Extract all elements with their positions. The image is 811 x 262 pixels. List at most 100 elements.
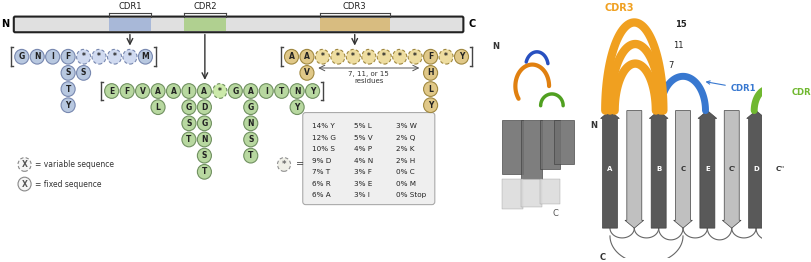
Text: F: F — [66, 52, 71, 61]
Text: 0% C: 0% C — [396, 169, 414, 175]
Text: A: A — [201, 86, 207, 96]
Circle shape — [377, 50, 391, 64]
Circle shape — [197, 148, 211, 163]
Text: N: N — [201, 135, 208, 144]
Text: M: M — [141, 52, 149, 61]
Circle shape — [315, 50, 329, 64]
Circle shape — [212, 84, 226, 98]
Circle shape — [182, 100, 195, 114]
Text: 3% E: 3% E — [354, 181, 372, 187]
Circle shape — [290, 100, 304, 114]
Text: G: G — [201, 119, 208, 128]
Text: I: I — [187, 86, 190, 96]
Text: G: G — [232, 86, 238, 96]
Circle shape — [122, 50, 137, 64]
Text: E: E — [704, 166, 709, 172]
Text: F: F — [124, 86, 130, 96]
Bar — [539, 121, 560, 169]
Text: CDR2: CDR2 — [193, 2, 217, 11]
Text: C: C — [680, 166, 684, 172]
Circle shape — [76, 50, 91, 64]
Circle shape — [423, 98, 437, 113]
Circle shape — [92, 50, 106, 64]
Text: D: D — [201, 103, 208, 112]
Text: X: X — [22, 179, 28, 189]
Text: F: F — [427, 52, 433, 61]
FancyArrow shape — [746, 111, 765, 228]
Circle shape — [393, 50, 406, 64]
Text: *: * — [281, 160, 286, 169]
Text: Y: Y — [310, 86, 315, 96]
Text: S: S — [186, 119, 191, 128]
Text: S: S — [201, 151, 207, 160]
Text: H: H — [427, 68, 433, 77]
Text: 7: 7 — [667, 61, 672, 70]
FancyBboxPatch shape — [14, 17, 463, 32]
Circle shape — [197, 84, 211, 98]
Circle shape — [330, 50, 345, 64]
Circle shape — [182, 116, 195, 131]
Text: D: D — [753, 166, 758, 172]
Text: N: N — [590, 121, 597, 130]
Circle shape — [290, 84, 304, 98]
Text: 4% P: 4% P — [354, 146, 372, 152]
Text: G: G — [19, 52, 25, 61]
Text: CDR3: CDR3 — [342, 2, 366, 11]
Text: 6% R: 6% R — [311, 181, 330, 187]
Circle shape — [182, 132, 195, 147]
Text: 14% Y: 14% Y — [311, 123, 334, 129]
Text: *: * — [351, 52, 355, 61]
Text: Y: Y — [458, 52, 464, 61]
Text: A: A — [170, 86, 176, 96]
Circle shape — [151, 100, 165, 114]
Circle shape — [408, 50, 422, 64]
Circle shape — [61, 50, 75, 64]
Text: 7% T: 7% T — [311, 169, 330, 175]
Text: 9% D: 9% D — [311, 158, 331, 164]
FancyArrow shape — [649, 111, 667, 228]
Text: 2% H: 2% H — [396, 158, 415, 164]
Circle shape — [454, 50, 468, 64]
Circle shape — [274, 84, 289, 98]
Circle shape — [120, 84, 134, 98]
Text: I: I — [51, 52, 54, 61]
Circle shape — [18, 158, 31, 171]
Text: A: A — [288, 52, 294, 61]
Text: C'': C'' — [775, 166, 784, 172]
Text: G: G — [247, 103, 254, 112]
Text: *: * — [128, 52, 131, 61]
Circle shape — [105, 84, 118, 98]
Circle shape — [362, 50, 375, 64]
Text: N: N — [2, 19, 10, 29]
Circle shape — [284, 50, 298, 64]
Circle shape — [61, 98, 75, 113]
Text: A: A — [607, 166, 611, 172]
Text: *: * — [444, 52, 448, 61]
Text: *: * — [320, 52, 324, 61]
Text: A: A — [303, 52, 310, 61]
Text: N: N — [34, 52, 41, 61]
FancyArrow shape — [770, 111, 789, 228]
Text: X: X — [22, 160, 28, 169]
Circle shape — [197, 132, 211, 147]
Circle shape — [243, 148, 257, 163]
Circle shape — [197, 100, 211, 114]
Circle shape — [15, 50, 28, 64]
Bar — [502, 121, 522, 174]
Text: E: E — [109, 86, 114, 96]
Text: T: T — [201, 167, 207, 176]
Text: T: T — [248, 151, 253, 160]
Circle shape — [30, 50, 44, 64]
Circle shape — [182, 84, 195, 98]
Text: Y: Y — [294, 103, 299, 112]
Text: S: S — [81, 68, 86, 77]
Circle shape — [61, 66, 75, 80]
FancyBboxPatch shape — [303, 113, 434, 205]
Text: 12% G: 12% G — [311, 135, 336, 141]
Circle shape — [197, 165, 211, 179]
Text: 2% Q: 2% Q — [396, 135, 415, 141]
Text: *: * — [413, 52, 417, 61]
Circle shape — [259, 84, 273, 98]
Text: N: N — [491, 42, 499, 51]
FancyArrow shape — [697, 111, 716, 228]
